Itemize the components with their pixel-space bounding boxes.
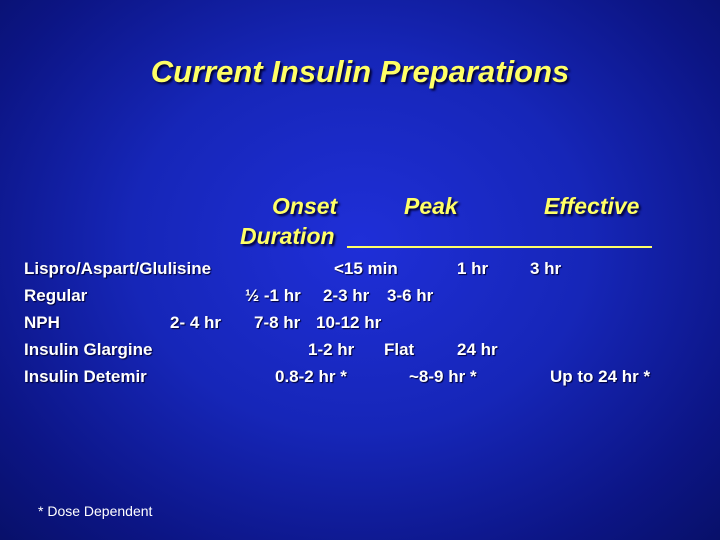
header-effective: Effective [544,193,640,219]
table-row: Lispro/Aspart/Glulisine <15 min 1 hr 3 h… [0,259,720,281]
header-underline [347,246,652,248]
duration-value: 3-6 hr [387,286,434,305]
peak-value: ~8-9 hr * [409,367,477,386]
onset-value: 1-2 hr [308,340,355,359]
duration-value: 3 hr [530,259,562,278]
table-row: NPH 2- 4 hr 7-8 hr 10-12 hr [0,313,720,335]
insulin-name: Insulin Glargine [24,340,153,359]
peak-value: 1 hr [457,259,489,278]
header-peak: Peak [404,193,458,219]
insulin-name: Regular [24,286,88,305]
duration-value: Up to 24 hr * [550,367,651,386]
insulin-name: NPH [24,313,60,332]
table-row: Insulin Glargine 1-2 hr Flat 24 hr [0,340,720,362]
onset-value: 2- 4 hr [170,313,222,332]
peak-value: 2-3 hr [323,286,370,305]
peak-value: 7-8 hr [254,313,301,332]
insulin-name: Insulin Detemir [24,367,147,386]
table-row: Insulin Detemir 0.8-2 hr * ~8-9 hr * Up … [0,367,720,389]
onset-value: <15 min [334,259,398,278]
slide-title: Current Insulin Preparations [150,54,570,89]
header-onset: Onset [272,193,338,219]
insulin-name: Lispro/Aspart/Glulisine [24,259,212,278]
peak-value: Flat [384,340,415,359]
duration-value: 24 hr [457,340,498,359]
header-duration: Duration [240,223,335,249]
onset-value: 0.8-2 hr * [275,367,347,386]
onset-value: ½ -1 hr [245,286,301,305]
footnote: * Dose Dependent [38,503,153,519]
table-row: Regular ½ -1 hr 2-3 hr 3-6 hr [0,286,720,308]
duration-value: 10-12 hr [316,313,382,332]
